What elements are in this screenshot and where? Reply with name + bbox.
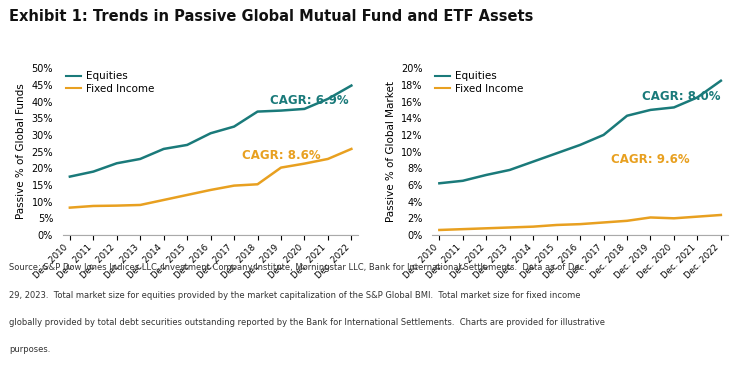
Text: purposes.: purposes. bbox=[9, 345, 50, 354]
Text: 29, 2023.  Total market size for equities provided by the market capitalization : 29, 2023. Total market size for equities… bbox=[9, 291, 580, 300]
Text: CAGR: 8.0%: CAGR: 8.0% bbox=[641, 90, 721, 103]
Text: CAGR: 6.9%: CAGR: 6.9% bbox=[270, 94, 349, 106]
Text: Source: S&P Dow Jones Indices LLC, Investment Company Institute, Morningstar LLC: Source: S&P Dow Jones Indices LLC, Inves… bbox=[9, 263, 587, 273]
Legend: Equities, Fixed Income: Equities, Fixed Income bbox=[66, 71, 154, 94]
Text: globally provided by total debt securities outstanding reported by the Bank for : globally provided by total debt securiti… bbox=[9, 318, 605, 327]
Text: CAGR: 8.6%: CAGR: 8.6% bbox=[242, 149, 320, 162]
Legend: Equities, Fixed Income: Equities, Fixed Income bbox=[435, 71, 524, 94]
Y-axis label: Passive % of Global Market: Passive % of Global Market bbox=[386, 81, 395, 222]
Text: CAGR: 9.6%: CAGR: 9.6% bbox=[611, 153, 689, 166]
Text: Exhibit 1: Trends in Passive Global Mutual Fund and ETF Assets: Exhibit 1: Trends in Passive Global Mutu… bbox=[9, 9, 534, 25]
Y-axis label: Passive % of Global Funds: Passive % of Global Funds bbox=[16, 84, 26, 219]
